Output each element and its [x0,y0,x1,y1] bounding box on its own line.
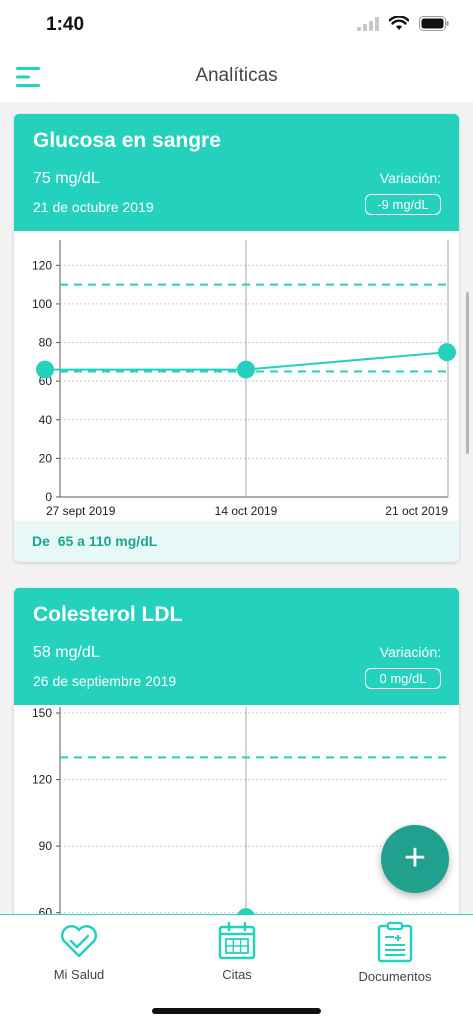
x-tick-label: 21 oct 2019 [385,504,448,518]
add-button[interactable]: + [381,825,449,893]
home-indicator [152,1008,321,1014]
data-point [237,360,255,379]
data-point [36,360,54,379]
page-title: Analíticas [195,65,278,86]
card-header: Colesterol LDL 58 mg/dL 26 de septiembre… [14,588,459,705]
ldl-chart: 60 90 120 150 [14,705,459,914]
x-tick-label: 27 sept 2019 [46,504,116,518]
range-value: 65 a 110 mg/dL [57,533,158,549]
tab-citas[interactable]: Citas [158,921,316,982]
tab-label: Documentos [358,969,432,984]
scroll-indicator [466,292,469,454]
y-tick-label: 0 [45,490,52,504]
y-tick-label: 120 [32,258,52,272]
variation-badge: 0 mg/dL [365,668,441,689]
y-tick-label: 120 [32,773,52,787]
x-tick-label: 14 oct 2019 [215,504,278,518]
y-tick-label: 60 [39,906,53,914]
tab-documentos[interactable]: Documentos [316,921,473,984]
status-time: 1:40 [46,14,85,35]
variation-badge: -9 mg/dL [365,194,441,215]
card-title: Glucosa en sangre [33,129,221,152]
status-icons [357,16,449,31]
tab-label: Citas [222,967,252,982]
card-date: 21 de octubre 2019 [33,199,154,215]
tab-label: Mi Salud [53,967,105,982]
menu-button[interactable] [14,64,44,90]
nav-bar: Analíticas [0,52,473,102]
card-value: 75 mg/dL [33,170,100,187]
y-tick-label: 90 [39,839,53,853]
calendar-icon [218,921,256,960]
tab-bar: Mi Salud Citas Documentos [0,914,473,1024]
card-header: Glucosa en sangre 75 mg/dL 21 de octubre… [14,114,459,231]
range-prefix: De [32,533,50,549]
heart-check-icon [61,925,97,958]
tab-mi-salud[interactable]: Mi Salud [0,921,158,982]
y-tick-label: 40 [39,413,53,427]
glucose-chart: 0 20 40 60 80 100 120 27 sept 2019 14 oct 2019 21… [14,231,459,521]
card-title: Colesterol LDL [33,603,183,626]
y-tick-label: 20 [39,451,53,465]
analytic-card-glucose[interactable]: Glucosa en sangre 75 mg/dL 21 de octubre… [14,114,459,562]
y-tick-label: 80 [39,336,53,350]
data-point [237,908,255,914]
card-date: 26 de septiembre 2019 [33,673,177,689]
variation-label: Variación: [379,644,441,660]
status-bar: 1:40 [0,0,473,52]
signal-icon [357,16,379,31]
variation-label: Variación: [379,170,441,186]
ldl-chart-svg: 60 90 120 150 [32,706,448,914]
data-point [438,343,456,362]
wifi-icon [389,16,409,30]
y-tick-label: 100 [32,297,52,311]
analytic-card-ldl[interactable]: Colesterol LDL 58 mg/dL 26 de septiembre… [14,588,459,914]
menu-icon [16,67,40,87]
card-value: 58 mg/dL [33,644,100,661]
analytics-list[interactable]: Glucosa en sangre 75 mg/dL 21 de octubre… [0,102,473,914]
range-bar: De 65 a 110 mg/dL [14,521,459,562]
battery-icon [419,16,449,31]
clipboard-icon [377,921,413,963]
y-tick-label: 150 [32,706,52,720]
